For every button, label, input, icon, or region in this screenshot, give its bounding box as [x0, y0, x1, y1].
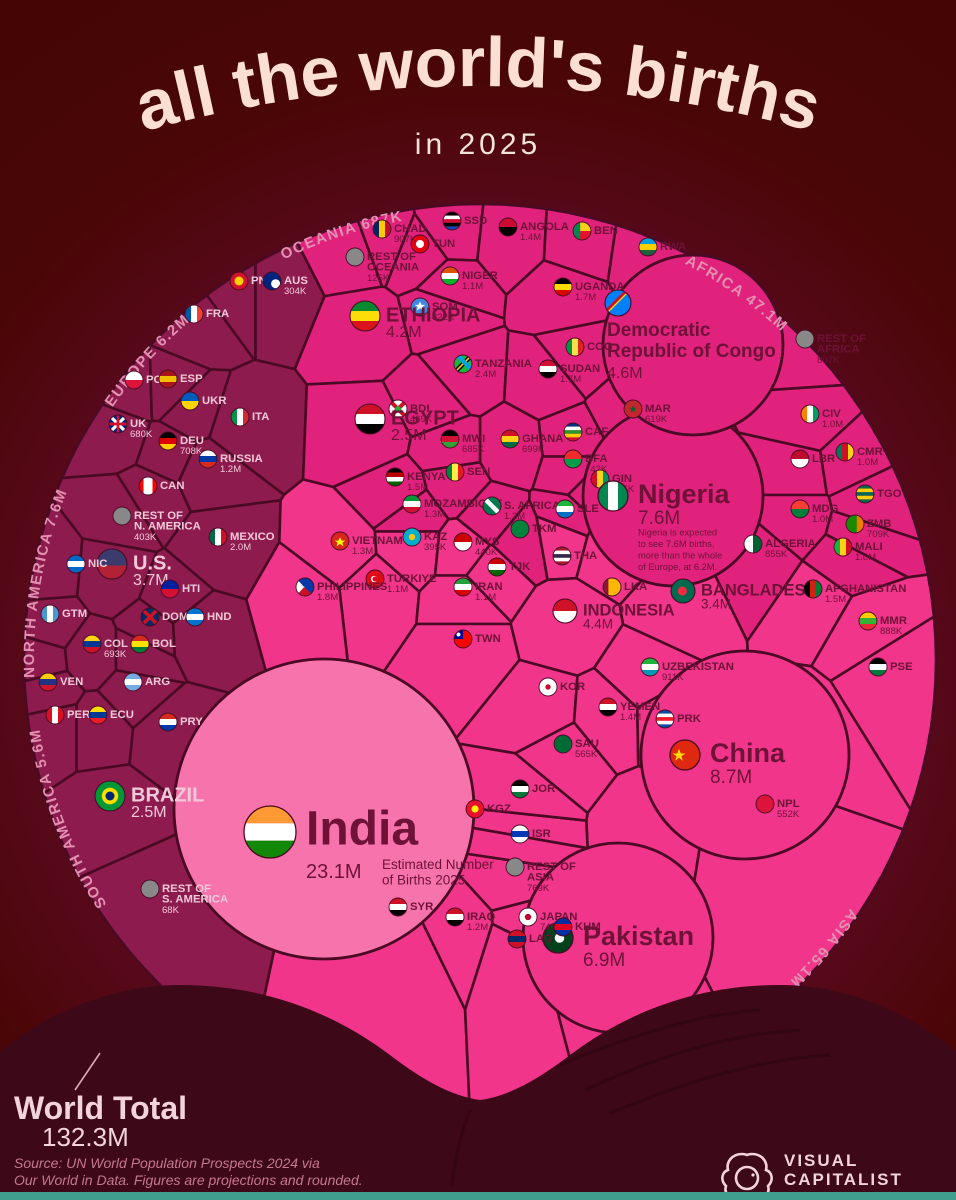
svg-text:CAPITALIST: CAPITALIST	[784, 1170, 903, 1189]
svg-text:VISUAL: VISUAL	[784, 1151, 858, 1170]
